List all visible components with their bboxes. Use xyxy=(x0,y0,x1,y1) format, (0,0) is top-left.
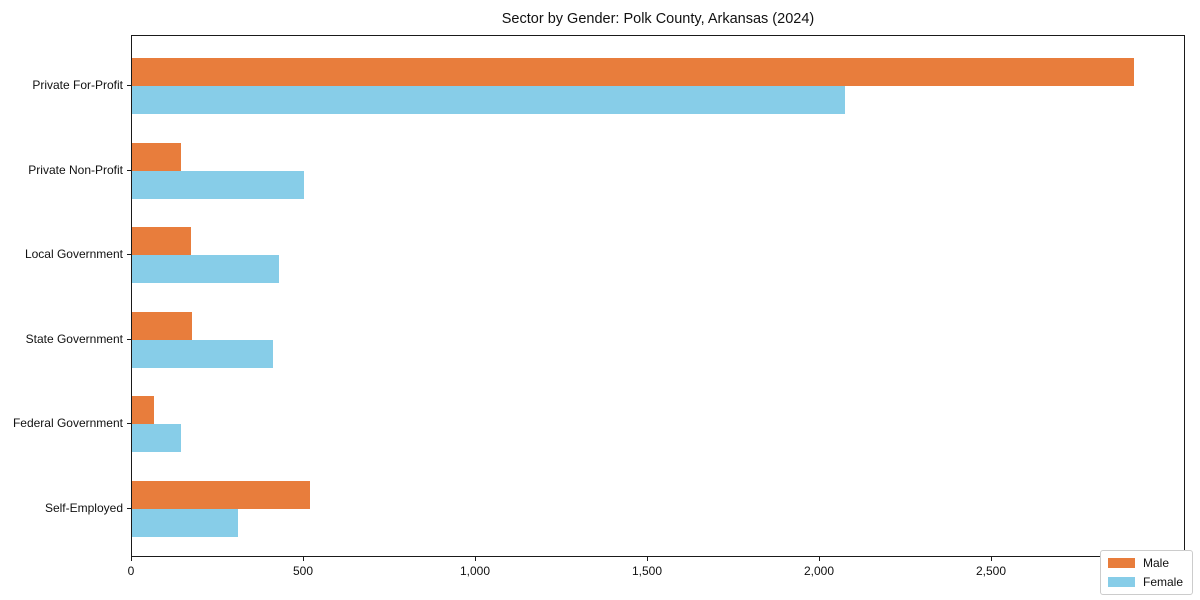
category-label: Local Government xyxy=(24,247,123,262)
female-bar xyxy=(132,255,279,284)
x-tick-label: 2,000 xyxy=(803,564,834,578)
y-tick-mark xyxy=(127,423,131,425)
y-tick-mark xyxy=(127,508,131,509)
male-bar xyxy=(132,481,310,509)
female-swatch-icon xyxy=(1107,577,1135,587)
x-tick-mark xyxy=(818,557,820,561)
x-tick-mark xyxy=(302,557,304,561)
male-bar xyxy=(132,142,181,171)
category-label: Private For-Profit xyxy=(32,78,123,92)
x-tick-label: 1,000 xyxy=(459,564,490,578)
y-tick-mark xyxy=(127,169,131,171)
legend-label: Male xyxy=(1142,556,1169,570)
x-tick-mark xyxy=(474,557,476,561)
female-bar xyxy=(132,170,305,199)
chart-title: Sector by Gender: Polk County, Arkansas … xyxy=(501,11,815,27)
y-tick-mark xyxy=(127,254,131,256)
x-tick-label: 2,500 xyxy=(975,564,1006,578)
x-tick-mark xyxy=(131,557,132,561)
male-bar xyxy=(132,396,154,425)
female-bar xyxy=(132,424,181,453)
male-swatch-icon xyxy=(1107,558,1135,568)
female-bar xyxy=(132,339,274,368)
y-tick-mark xyxy=(127,338,131,340)
legend: Male Female xyxy=(1099,550,1193,595)
category-label: Private Non-Profit xyxy=(28,162,123,177)
category-label: Self-Employed xyxy=(44,501,123,515)
legend-label: Female xyxy=(1142,575,1183,589)
legend-entry: Male xyxy=(1107,556,1183,570)
y-tick-mark xyxy=(127,85,131,86)
female-bar xyxy=(132,86,845,114)
plot-area xyxy=(131,35,1185,557)
female-bar xyxy=(132,509,238,537)
x-tick-mark xyxy=(990,557,992,561)
male-bar xyxy=(132,58,1134,86)
category-label: State Government xyxy=(25,331,123,346)
legend-entry: Female xyxy=(1107,575,1183,589)
x-tick-mark xyxy=(646,557,648,561)
x-tick-label: 1,500 xyxy=(631,564,662,578)
category-label: Federal Government xyxy=(12,416,123,431)
male-bar xyxy=(132,227,191,256)
x-tick-label: 0 xyxy=(127,564,135,578)
male-bar xyxy=(132,311,192,340)
x-tick-label: 500 xyxy=(292,564,313,578)
